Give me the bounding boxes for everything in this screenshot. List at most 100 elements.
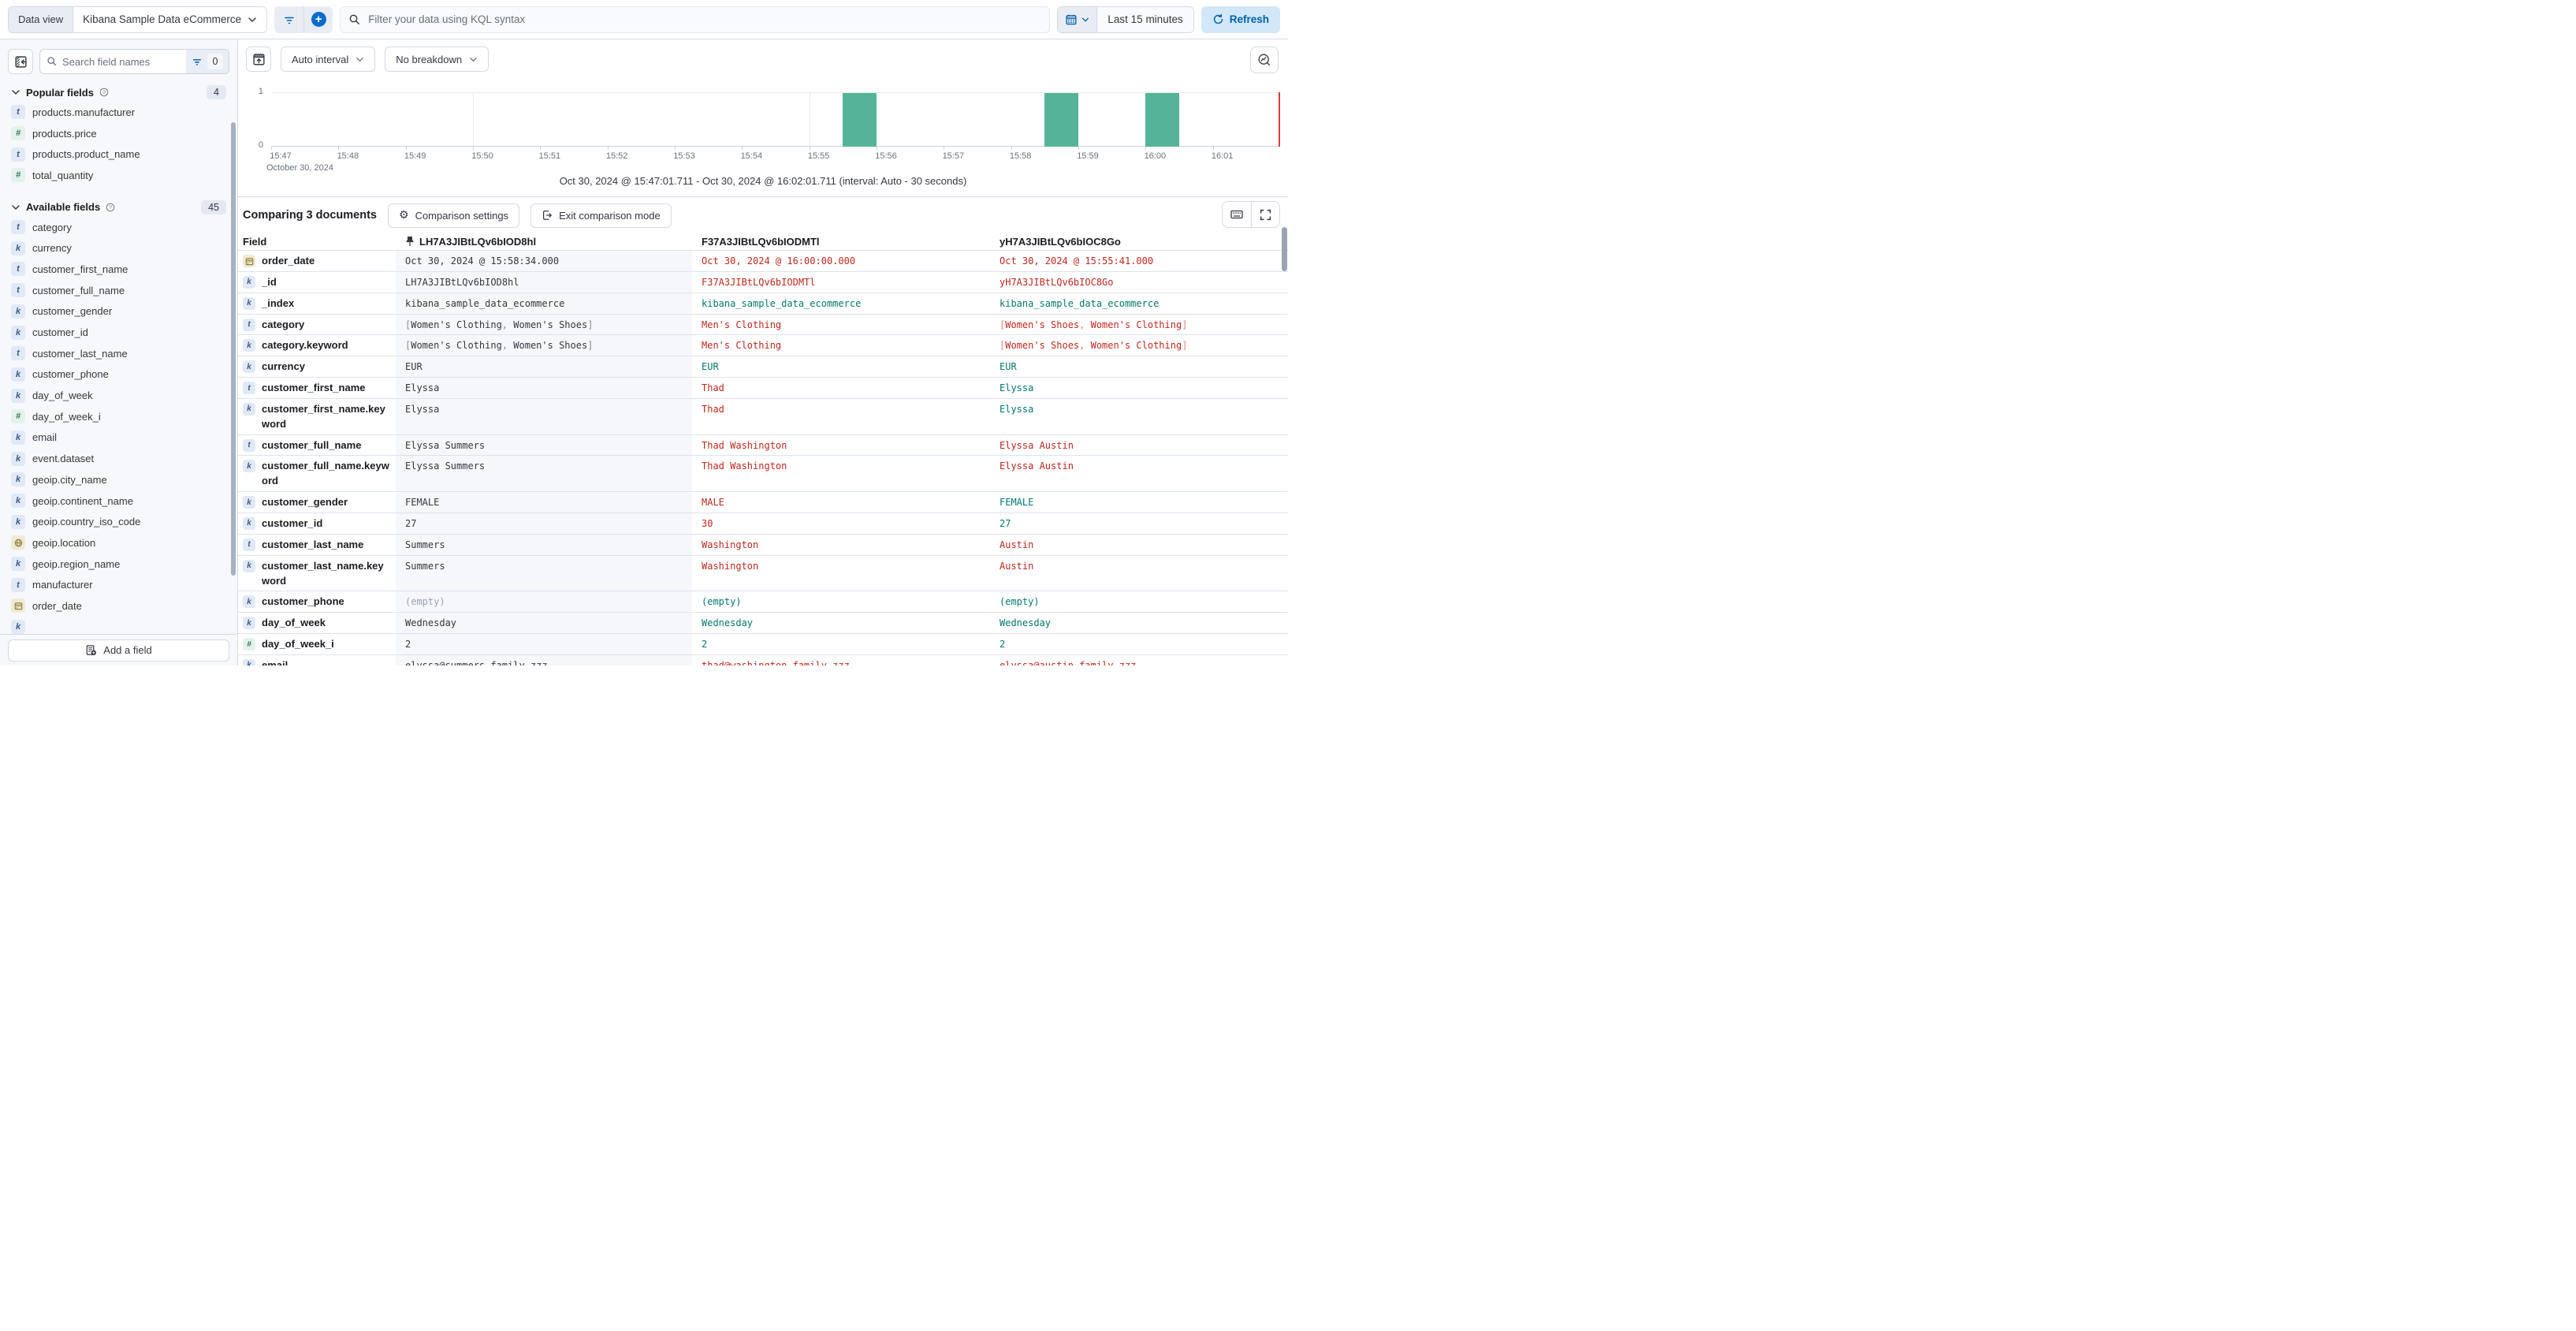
field-name-cell[interactable]: k customer_last_name.keyword [238, 556, 396, 591]
field-section-header-available[interactable]: Available fields? 45 [0, 198, 237, 217]
sidebar-field-products.product_name[interactable]: t products.product_name [0, 144, 237, 165]
comparison-value-cell[interactable]: (empty) [1000, 596, 1040, 608]
edit-visualization-button[interactable] [1250, 47, 1279, 73]
sidebar-field-email[interactable]: k email [0, 427, 237, 449]
comparison-value-cell[interactable]: Austin [1000, 539, 1034, 550]
exit-comparison-button[interactable]: Exit comparison mode [530, 203, 672, 228]
field-name-cell[interactable]: t category [238, 315, 396, 335]
field-name-cell[interactable]: k customer_full_name.keyword [238, 456, 396, 491]
comparison-value-cell[interactable]: Summers [396, 555, 692, 591]
field-name-cell[interactable]: k email [238, 655, 396, 666]
sidebar-field-customer_first_name[interactable]: t customer_first_name [0, 259, 237, 280]
sidebar-field-customer_full_name[interactable]: t customer_full_name [0, 280, 237, 301]
sidebar-field-geoip.continent_name[interactable]: k geoip.continent_name [0, 490, 237, 512]
histogram-bar[interactable] [1145, 92, 1179, 147]
histogram-bar[interactable] [843, 92, 877, 147]
collapse-sidebar-button[interactable] [8, 49, 33, 74]
sidebar-field-products.manufacturer[interactable]: t products.manufacturer [0, 102, 237, 123]
data-view-picker[interactable]: Data view Kibana Sample Data eCommerce [8, 6, 268, 33]
comparison-value-cell[interactable]: 2 [1000, 639, 1006, 651]
field-search-input[interactable]: Search field names 0 [39, 49, 229, 74]
comparison-value-cell[interactable]: 27 [1000, 517, 1011, 529]
comparison-value-cell[interactable]: Elyssa Summers [396, 456, 692, 492]
sidebar-field-geoip.location[interactable]: geoip.location [0, 532, 237, 554]
field-name-cell[interactable]: t customer_full_name [238, 435, 396, 456]
sidebar-field-currency[interactable]: k currency [0, 237, 237, 259]
sidebar-field-order_date[interactable]: order_date [0, 595, 237, 617]
histogram-bar[interactable] [1044, 92, 1078, 147]
time-range-value[interactable]: Last 15 minutes [1097, 6, 1193, 32]
comparison-value-cell[interactable]: EUR [396, 356, 692, 378]
sidebar-field-geoip.country_iso_code[interactable]: k geoip.country_iso_code [0, 511, 237, 532]
doc-column-header[interactable]: yH7A3JIBtLQv6bIOC8Go [1000, 235, 1121, 248]
field-name-cell[interactable]: t customer_first_name [238, 378, 396, 398]
document-histogram[interactable]: 1 0 15:47 15:48 15:49 15:50 15:51 15:52 15:53 15:… [238, 39, 1288, 173]
comparison-value-cell[interactable]: FEMALE [1000, 497, 1034, 509]
comparison-value-cell[interactable]: kibana_sample_data_ecommerce [396, 293, 692, 314]
field-filter-button[interactable]: 0 [186, 50, 229, 73]
comparison-value-cell[interactable]: [Women's Clothing, Women's Shoes] [396, 335, 692, 356]
comparison-value-cell[interactable]: LH7A3JIBtLQv6bIOD8hl [396, 271, 692, 293]
comparison-value-cell[interactable]: 27 [396, 513, 692, 534]
comparison-value-cell[interactable]: kibana_sample_data_ecommerce [1000, 297, 1160, 309]
sidebar-field-partial[interactable]: k [0, 617, 237, 638]
comparison-value-cell[interactable]: 2 [702, 639, 708, 651]
comparison-value-cell[interactable]: [Women's Shoes, Women's Clothing] [1000, 340, 1188, 352]
comparison-value-cell[interactable]: Elyssa [1000, 403, 1034, 415]
keyboard-shortcuts-button[interactable] [1223, 202, 1251, 227]
table-scrollbar[interactable] [1282, 227, 1287, 271]
sidebar-field-event.dataset[interactable]: k event.dataset [0, 448, 237, 469]
hide-chart-button[interactable] [246, 47, 271, 72]
sidebar-scrollbar[interactable] [231, 122, 236, 576]
sidebar-field-products.price[interactable]: # products.price [0, 123, 237, 144]
comparison-value-cell[interactable]: Elyssa [396, 378, 692, 398]
comparison-value-cell[interactable]: thad@washington-family.zzz [702, 659, 850, 666]
comparison-value-cell[interactable]: Elyssa Summers [396, 434, 692, 456]
comparison-value-cell[interactable]: Washington [702, 560, 759, 572]
comparison-value-cell[interactable]: kibana_sample_data_ecommerce [702, 297, 862, 309]
sidebar-field-day_of_week_i[interactable]: # day_of_week_i [0, 406, 237, 427]
comparison-value-cell[interactable]: Elyssa [396, 398, 692, 434]
sidebar-field-day_of_week[interactable]: k day_of_week [0, 385, 237, 406]
comparison-value-cell[interactable]: (empty) [702, 596, 742, 608]
refresh-button[interactable]: Refresh [1201, 6, 1280, 33]
comparison-value-cell[interactable]: Oct 30, 2024 @ 15:58:34.000 [396, 251, 692, 271]
field-name-cell[interactable]: k day_of_week [238, 613, 396, 633]
comparison-value-cell[interactable]: Oct 30, 2024 @ 15:55:41.000 [1000, 255, 1154, 267]
field-name-cell[interactable]: k customer_gender [238, 492, 396, 513]
sidebar-field-customer_phone[interactable]: k customer_phone [0, 364, 237, 386]
sidebar-field-customer_gender[interactable]: k customer_gender [0, 301, 237, 322]
sidebar-field-geoip.region_name[interactable]: k geoip.region_name [0, 554, 237, 575]
comparison-value-cell[interactable]: Wednesday [1000, 617, 1052, 629]
comparison-value-cell[interactable]: Thad [702, 403, 724, 415]
comparison-value-cell[interactable]: Thad Washington [702, 439, 787, 451]
comparison-value-cell[interactable]: Washington [702, 539, 759, 550]
sidebar-field-customer_id[interactable]: k customer_id [0, 322, 237, 343]
add-field-button[interactable]: Add a field [8, 639, 229, 662]
comparison-value-cell[interactable]: [Women's Shoes, Women's Clothing] [1000, 319, 1188, 330]
comparison-value-cell[interactable]: FEMALE [396, 492, 692, 513]
comparison-value-cell[interactable]: F37A3JIBtLQv6bIODMTl [702, 276, 816, 288]
comparison-value-cell[interactable]: Austin [1000, 560, 1034, 572]
breakdown-select[interactable]: No breakdown [385, 47, 490, 72]
field-name-cell[interactable]: t customer_last_name [238, 535, 396, 555]
sidebar-field-customer_last_name[interactable]: t customer_last_name [0, 343, 237, 364]
field-name-cell[interactable]: k category.keyword [238, 335, 396, 356]
sidebar-field-category[interactable]: t category [0, 217, 237, 238]
comparison-value-cell[interactable]: Elyssa Austin [1000, 439, 1074, 451]
interval-select[interactable]: Auto interval [281, 47, 376, 72]
field-name-cell[interactable]: k _index [238, 293, 396, 314]
comparison-value-cell[interactable]: EUR [1000, 361, 1017, 373]
comparison-value-cell[interactable]: (empty) [396, 591, 692, 613]
fullscreen-button[interactable] [1251, 202, 1279, 227]
comparison-value-cell[interactable]: [Women's Clothing, Women's Shoes] [396, 314, 692, 335]
comparison-settings-button[interactable]: ⚙ Comparison settings [388, 203, 520, 228]
saved-query-filter-button[interactable] [274, 6, 303, 33]
field-name-cell[interactable]: k customer_id [238, 513, 396, 534]
comparison-value-cell[interactable]: 2 [396, 634, 692, 654]
comparison-value-cell[interactable]: Thad Washington [702, 460, 787, 472]
data-view-value-button[interactable]: Kibana Sample Data eCommerce [73, 6, 267, 32]
field-name-cell[interactable]: # day_of_week_i [238, 634, 396, 654]
field-section-header-popular[interactable]: Popular fields? 4 [0, 83, 237, 102]
add-filter-button[interactable]: + [303, 6, 333, 33]
